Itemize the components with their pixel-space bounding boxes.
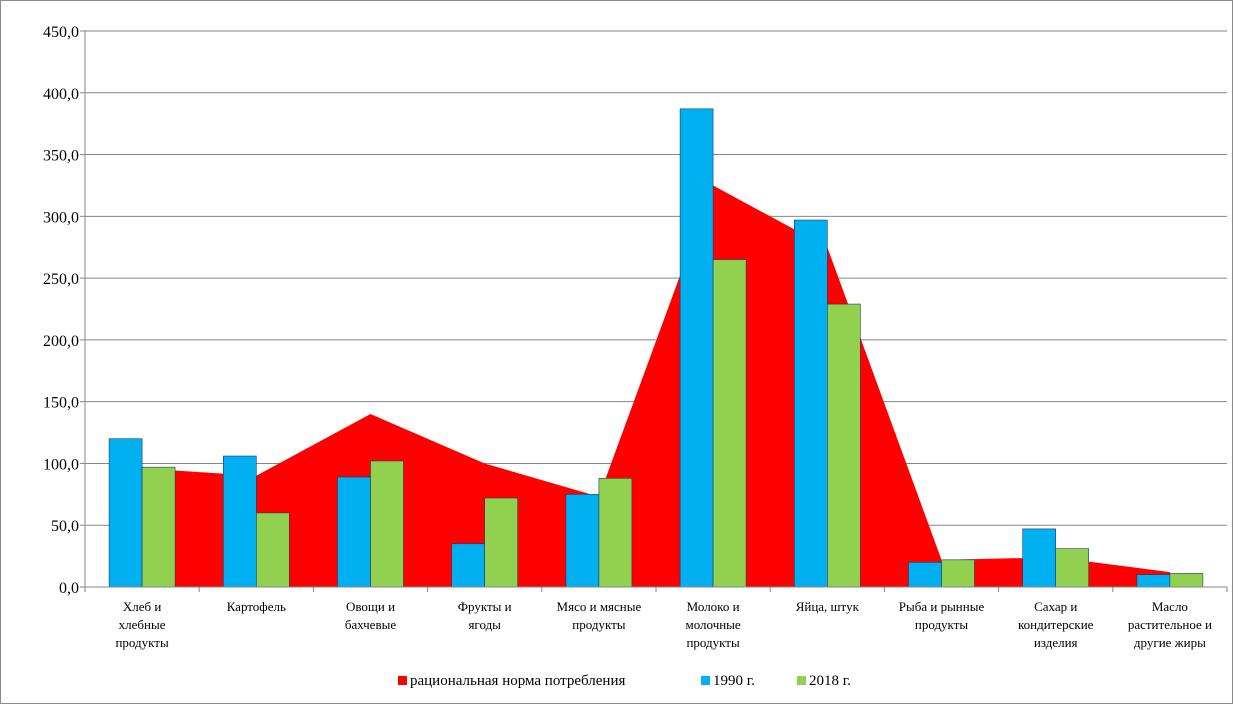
bar-layer xyxy=(108,108,1204,588)
category-label-line: другие жиры xyxy=(1134,635,1206,650)
category-label-line: Фрукты и xyxy=(458,599,512,614)
bar-2018 xyxy=(712,259,747,588)
bar-1990 xyxy=(908,561,942,588)
category-label-line: продукты xyxy=(572,617,626,632)
category-label: Яйца, штук xyxy=(796,599,860,614)
bar-2018 xyxy=(370,460,404,588)
category-label: Хлеб и хлебные продукты xyxy=(115,599,169,650)
category-label: Сахар и кондитерские изделия xyxy=(1018,599,1094,650)
y-tick-label: 300,0 xyxy=(43,209,79,226)
y-tick-label: 250,0 xyxy=(43,271,79,288)
category-label-line: молочные xyxy=(685,617,740,632)
category-label-line: Мясо и мясные xyxy=(557,599,642,614)
category-label-line: хлебные xyxy=(119,617,166,632)
legend-layer: рациональная норма потребления 1990 г. 201… xyxy=(398,673,851,689)
category-label-line: изделия xyxy=(1034,635,1078,650)
y-tick-label: 0,0 xyxy=(59,580,79,597)
bar-2018 xyxy=(141,466,176,588)
bar-1990 xyxy=(1022,528,1057,588)
category-label-line: Масло xyxy=(1152,599,1188,614)
legend-label: 2018 г. xyxy=(809,673,851,689)
category-label: Масло растительное и другие жиры xyxy=(1128,599,1212,650)
category-label-line: продукты xyxy=(915,617,969,632)
category-label-line: бахчевые xyxy=(345,617,396,632)
y-tick-label: 400,0 xyxy=(43,86,79,103)
category-label: Фрукты и ягоды xyxy=(458,599,512,632)
category-label-line: продукты xyxy=(115,635,169,650)
bar-1990 xyxy=(565,494,600,588)
category-label-line: Хлеб и xyxy=(123,599,162,614)
legend-swatch xyxy=(398,676,407,685)
category-label-line: растительное и xyxy=(1128,617,1212,632)
bar-2018 xyxy=(826,303,861,588)
bar-2018 xyxy=(941,559,975,588)
y-tick-label: 200,0 xyxy=(43,333,79,350)
bar-1990 xyxy=(337,476,371,588)
category-label: Мясо и мясные продукты xyxy=(557,599,642,632)
category-label-line: Молоко и xyxy=(687,599,740,614)
category-label: Молоко и молочные продукты xyxy=(685,599,740,650)
legend-swatch xyxy=(797,676,806,685)
category-label-line: Сахар и xyxy=(1034,599,1077,614)
bar-1990 xyxy=(108,438,143,588)
bar-1990 xyxy=(223,455,257,588)
category-label-line: ягоды xyxy=(468,617,501,632)
axis-layer xyxy=(80,30,1228,592)
category-label-line: Рыба и рынные xyxy=(899,599,985,614)
bar-1990 xyxy=(793,219,828,588)
y-tick-label: 350,0 xyxy=(43,148,79,165)
bar-1990 xyxy=(451,543,486,588)
bar-1990 xyxy=(679,108,714,588)
category-label: Овощи и бахчевые xyxy=(345,599,396,632)
bar-2018 xyxy=(598,477,633,588)
bar-2018 xyxy=(1169,573,1204,588)
legend-swatch xyxy=(701,676,710,685)
grid-layer xyxy=(85,30,1227,526)
area-series-norm xyxy=(142,185,1170,587)
label-layer: 0,0 50,0 100,0 150,0 200,0 250,0 300,0 350,0 400… xyxy=(43,24,1212,650)
category-label: Картофель xyxy=(227,599,286,614)
category-label-line: Яйца, штук xyxy=(796,599,860,614)
category-label-line: кондитерские xyxy=(1018,617,1094,632)
category-label-line: Картофель xyxy=(227,599,286,614)
category-label: Рыба и рынные продукты xyxy=(899,599,985,632)
legend-label: 1990 г. xyxy=(713,673,755,689)
y-tick-label: 50,0 xyxy=(51,518,79,535)
y-tick-label: 100,0 xyxy=(43,456,79,473)
category-label-line: Овощи и xyxy=(346,599,395,614)
area-layer xyxy=(142,185,1170,587)
legend-label: рациональная норма потребления xyxy=(410,673,625,689)
category-label-line: продукты xyxy=(686,635,740,650)
y-tick-label: 450,0 xyxy=(43,24,79,41)
bar-2018 xyxy=(256,512,290,588)
bar-2018 xyxy=(484,497,519,588)
y-tick-label: 150,0 xyxy=(43,395,79,412)
bar-1990 xyxy=(1136,574,1171,588)
bar-2018 xyxy=(1055,548,1089,588)
